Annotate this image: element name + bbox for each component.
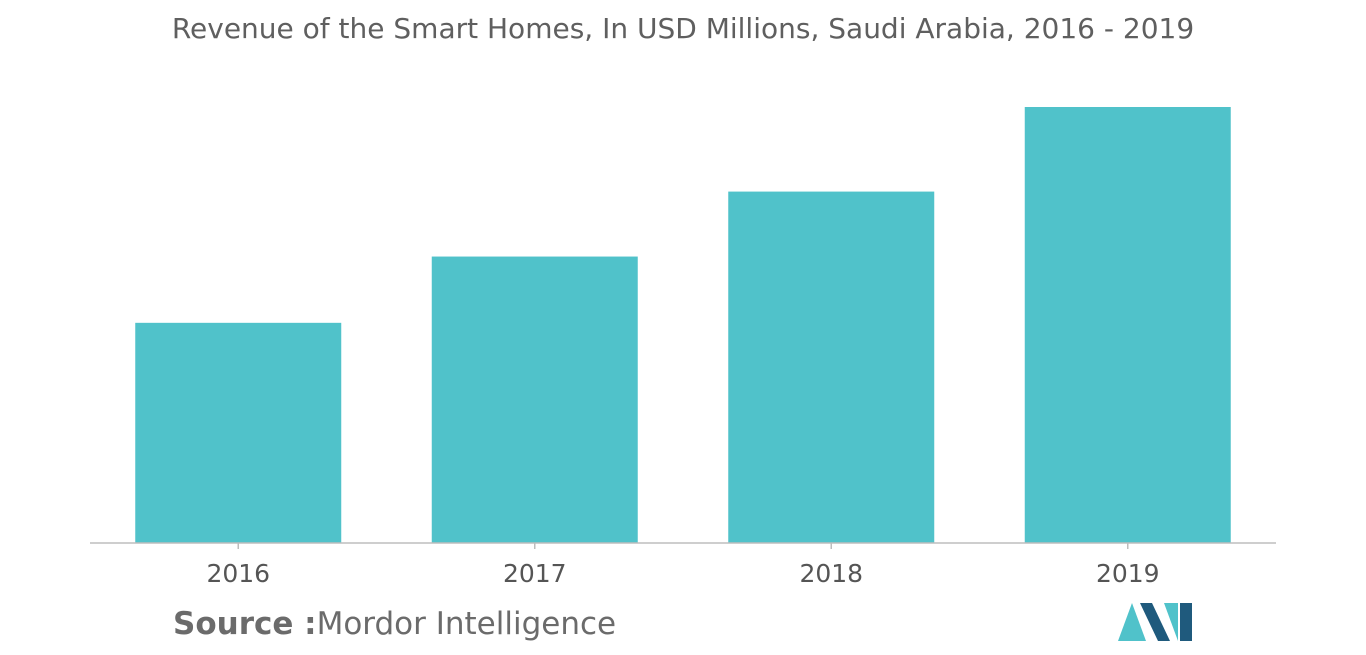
x-tick-label: 2018 (799, 559, 863, 588)
x-tick-label: 2019 (1096, 559, 1160, 588)
mordor-intelligence-logo (1118, 603, 1192, 641)
bar-2017 (431, 256, 638, 543)
bar-2019 (1024, 107, 1231, 543)
chart-title: Revenue of the Smart Homes, In USD Milli… (171, 12, 1195, 45)
bar-2018 (728, 191, 935, 544)
bar-chart: 2016 2017 2018 2019 (90, 107, 1276, 588)
bars-group (135, 107, 1231, 544)
source-value: Mordor Intelligence (316, 606, 617, 642)
x-tick-label: 2017 (503, 559, 567, 588)
bar-2016 (135, 322, 342, 543)
source-label: Source : (173, 606, 317, 642)
x-tick-label: 2016 (206, 559, 270, 588)
logo-left-shape (1118, 603, 1146, 641)
logo-mid-shape (1140, 603, 1170, 641)
logo-right-bar (1180, 603, 1192, 641)
source-note: Source :Mordor Intelligence (173, 606, 616, 642)
x-axis-ticks: 2016 2017 2018 2019 (206, 543, 1160, 588)
logo-right-shape (1164, 603, 1178, 641)
